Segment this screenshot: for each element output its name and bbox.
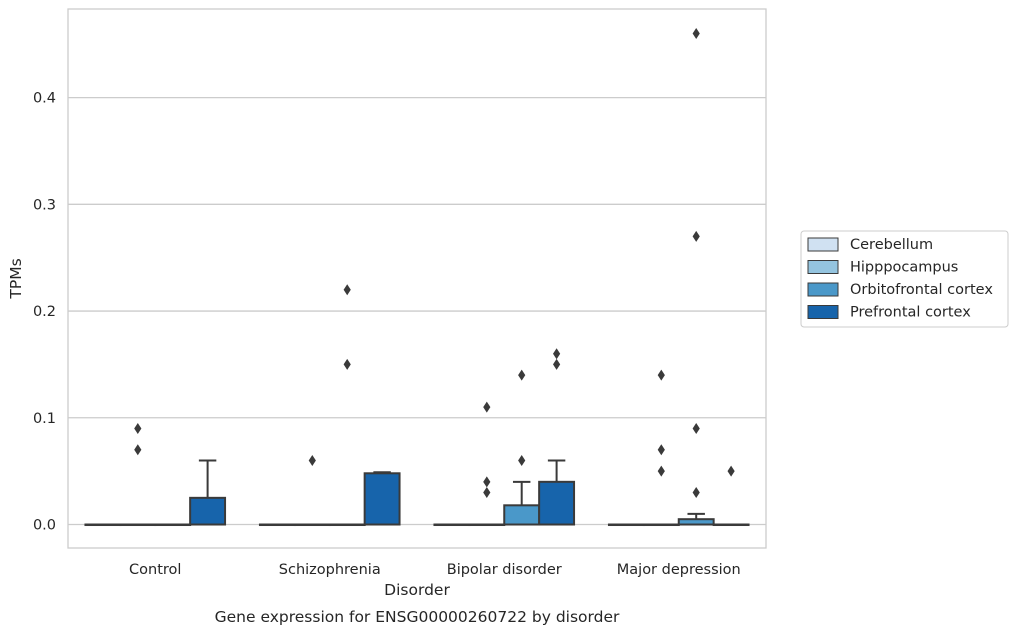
- box-group: [503, 369, 541, 526]
- box: [363, 472, 401, 526]
- y-tick-label: 0.0: [33, 518, 56, 534]
- boxplots: [84, 28, 750, 527]
- legend-swatch: [807, 282, 839, 297]
- grid-lines: [68, 96, 766, 526]
- outlier-point: [727, 465, 735, 477]
- outlier-point: [518, 369, 526, 381]
- x-tick-label: Control: [129, 562, 181, 578]
- box: [538, 480, 576, 526]
- outlier-point: [134, 422, 142, 434]
- box-group: [363, 471, 401, 526]
- x-axis-ticks: Control Schizophrenia Bipolar disorder Majo…: [129, 562, 741, 578]
- x-tick-label: Schizophrenia: [279, 562, 381, 578]
- y-tick-label: 0.2: [33, 304, 56, 320]
- outlier-point: [483, 486, 491, 498]
- outlier-point: [308, 454, 316, 466]
- legend-label: Hipppocampus: [850, 260, 958, 276]
- outlier-point: [553, 358, 561, 370]
- outlier-point: [657, 465, 665, 477]
- box-group: [84, 523, 122, 527]
- outlier-point: [483, 476, 491, 488]
- legend: Cerebellum Hipppocampus Orbitofrontal cort…: [800, 230, 1009, 328]
- box-group: [154, 523, 192, 527]
- outlier-point: [692, 422, 700, 434]
- outlier-point: [483, 401, 491, 413]
- y-tick-label: 0.4: [33, 91, 56, 107]
- outlier-point: [692, 486, 700, 498]
- outlier-point: [657, 444, 665, 456]
- legend-label: Prefrontal cortex: [850, 305, 971, 321]
- box-group: [433, 523, 471, 527]
- outlier-point: [553, 348, 561, 360]
- box-group: [642, 369, 680, 527]
- legend-items: Cerebellum Hipppocampus Orbitofrontal cort…: [807, 237, 993, 321]
- box-group: [293, 454, 331, 527]
- y-tick-label: 0.1: [33, 411, 56, 427]
- box-group: [607, 523, 645, 527]
- box-group: [712, 465, 750, 527]
- chart-caption: Gene expression for ENSG00000260722 by d…: [215, 608, 620, 626]
- x-axis-title: Disorder: [384, 581, 450, 599]
- legend-label: Cerebellum: [850, 237, 933, 253]
- outlier-point: [692, 230, 700, 242]
- box-group: [468, 401, 506, 527]
- legend-swatch: [807, 305, 839, 319]
- box-group: [677, 28, 715, 526]
- box-group: [328, 284, 366, 527]
- y-axis-ticks: 0.0 0.1 0.2 0.3 0.4: [33, 91, 56, 534]
- box-group: [538, 348, 576, 526]
- outlier-point: [692, 28, 700, 40]
- legend-swatch: [807, 237, 839, 252]
- box: [503, 504, 541, 526]
- plot-frame: [67, 8, 767, 549]
- legend-swatch: [807, 260, 839, 274]
- box-group: [258, 523, 296, 527]
- x-tick-label: Bipolar disorder: [447, 562, 562, 578]
- outlier-point: [343, 358, 351, 370]
- box: [189, 496, 227, 526]
- box-group: [189, 459, 227, 526]
- outlier-point: [518, 454, 526, 466]
- y-tick-label: 0.3: [33, 197, 56, 213]
- x-tick-label: Major depression: [617, 562, 741, 578]
- outlier-point: [134, 444, 142, 456]
- outlier-point: [657, 369, 665, 381]
- legend-label: Orbitofrontal cortex: [850, 282, 993, 298]
- legend-frame: [800, 230, 1009, 328]
- y-axis-title: TPMs: [7, 258, 25, 299]
- outlier-point: [343, 284, 351, 296]
- box-group: [119, 422, 157, 527]
